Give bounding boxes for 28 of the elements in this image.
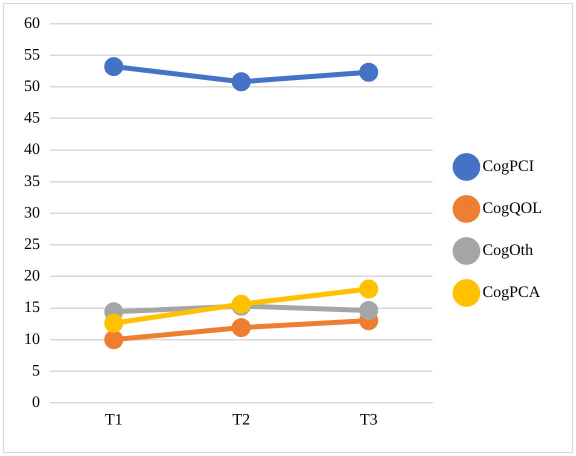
point bbox=[104, 330, 124, 350]
x-tick-label: T2 bbox=[232, 412, 250, 429]
legend-label: CogPCI bbox=[482, 158, 534, 176]
y-tick-label: 60 bbox=[24, 14, 40, 32]
point bbox=[104, 57, 124, 76]
legend-label: CogQOL bbox=[482, 200, 542, 218]
point bbox=[359, 301, 378, 320]
y-tick-label: 25 bbox=[24, 236, 40, 254]
y-tick-label: 55 bbox=[24, 46, 40, 64]
y-tick-label: 35 bbox=[24, 172, 40, 190]
point bbox=[359, 280, 378, 299]
legend-label: CogPCA bbox=[482, 284, 541, 302]
y-tick-label: 20 bbox=[24, 268, 40, 285]
point bbox=[104, 314, 124, 333]
y-tick-label: 15 bbox=[24, 299, 40, 316]
x-tick-label: T3 bbox=[360, 412, 378, 429]
y-tick-label: 30 bbox=[24, 204, 40, 222]
point bbox=[359, 62, 378, 82]
x-tick-label: T1 bbox=[104, 412, 123, 429]
y-tick-label: 40 bbox=[24, 141, 40, 158]
y-tick-label: 10 bbox=[24, 330, 40, 348]
y-tick-label: 50 bbox=[24, 78, 40, 96]
point bbox=[232, 318, 251, 338]
y-tick-label: 5 bbox=[32, 362, 40, 380]
y-tick-label: 45 bbox=[24, 110, 40, 127]
point bbox=[232, 72, 251, 92]
legend-label: CogOth bbox=[482, 242, 534, 260]
y-tick-label: 0 bbox=[32, 394, 40, 412]
